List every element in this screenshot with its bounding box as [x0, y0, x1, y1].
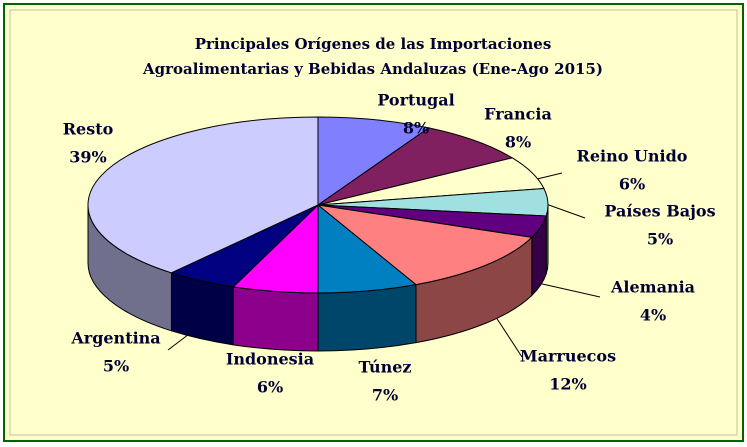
slice-label: Francia — [484, 105, 552, 124]
slice — [317, 116, 431, 206]
slice-label: Reino Unido — [577, 147, 688, 166]
value-label: 7% — [372, 386, 398, 405]
pie — [87, 116, 549, 352]
plot-frame — [9, 9, 738, 436]
slice — [87, 116, 319, 274]
chart-title: Agroalimentarias y Bebidas Andaluzas (En… — [142, 60, 603, 78]
value-label: 8% — [505, 133, 531, 152]
slice-label: Resto — [63, 120, 114, 139]
slice-label: Marruecos — [520, 347, 616, 366]
slice-label: Argentina — [70, 329, 160, 348]
value-label: 6% — [257, 378, 283, 397]
slice-label: Países Bajos — [604, 202, 715, 221]
chart-title: Principales Orígenes de las Importacione… — [195, 35, 552, 53]
value-label: 5% — [647, 230, 673, 249]
value-label: 12% — [549, 375, 586, 394]
slice-label: Portugal — [377, 91, 454, 110]
slice — [317, 203, 418, 294]
value-label: 39% — [69, 148, 106, 167]
value-label: 5% — [103, 357, 129, 376]
slice — [317, 127, 514, 206]
value-label: 6% — [619, 175, 645, 194]
value-label: 4% — [640, 306, 666, 325]
slice-side — [317, 284, 417, 352]
leader-line — [545, 203, 586, 219]
slice-side — [232, 286, 319, 352]
slice — [316, 204, 533, 286]
leader-line — [537, 282, 601, 298]
slice-label: Alemania — [610, 278, 695, 297]
value-label: 8% — [403, 119, 429, 138]
slice-label: Indonesia — [226, 350, 314, 369]
slice-label: Túnez — [359, 358, 412, 377]
